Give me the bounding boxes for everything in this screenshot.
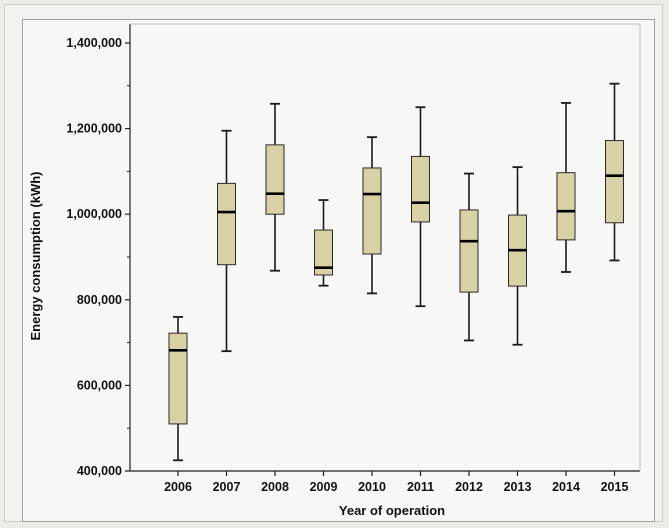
x-tick-label: 2007 — [213, 480, 241, 494]
x-tick-label: 2013 — [504, 480, 532, 494]
box-2010 — [362, 136, 382, 295]
x-tick-label: 2014 — [552, 480, 580, 494]
y-axis-title: Energy consumption (kWh) — [28, 172, 43, 341]
chart-frame — [4, 4, 663, 522]
iqr-box — [411, 155, 430, 223]
box-2008 — [265, 102, 285, 272]
y-tick-label: 1,400,000 — [66, 36, 122, 50]
iqr-box — [265, 144, 285, 215]
box-2007 — [217, 129, 236, 353]
x-tick-label: 2011 — [407, 480, 434, 494]
plot-panel — [22, 19, 655, 522]
y-tick-label: 400,000 — [77, 464, 122, 478]
y-tick-label: 600,000 — [77, 378, 122, 392]
x-tick-label: 2010 — [358, 480, 386, 494]
x-axis-title: Year of operation — [339, 503, 445, 518]
iqr-box — [605, 140, 624, 224]
x-tick-label: 2009 — [310, 480, 338, 494]
boxes-group — [168, 82, 624, 462]
iqr-box — [314, 229, 333, 276]
iqr-box — [168, 332, 188, 425]
box-2009 — [314, 199, 333, 287]
box-2013 — [508, 166, 527, 346]
x-tick-label: 2015 — [601, 480, 629, 494]
iqr-box — [459, 209, 479, 293]
x-tick-label: 2006 — [164, 480, 192, 494]
x-tick-label: 2008 — [261, 480, 289, 494]
x-tick-label: 2012 — [455, 480, 483, 494]
box-2015 — [605, 82, 624, 262]
box-2011 — [411, 106, 430, 308]
y-tick-label: 800,000 — [77, 293, 122, 307]
iqr-box — [556, 172, 576, 241]
box-2012 — [459, 172, 479, 342]
axes: 400,000 600,000 800,000 1,000,000 1,200,000 1… — [66, 23, 641, 494]
y-tick-label: 1,200,000 — [66, 122, 122, 136]
y-tick-label: 1,000,000 — [66, 207, 122, 221]
iqr-box — [217, 182, 236, 266]
box-2006 — [168, 316, 188, 462]
iqr-box — [362, 167, 382, 255]
box-2014 — [556, 102, 576, 273]
